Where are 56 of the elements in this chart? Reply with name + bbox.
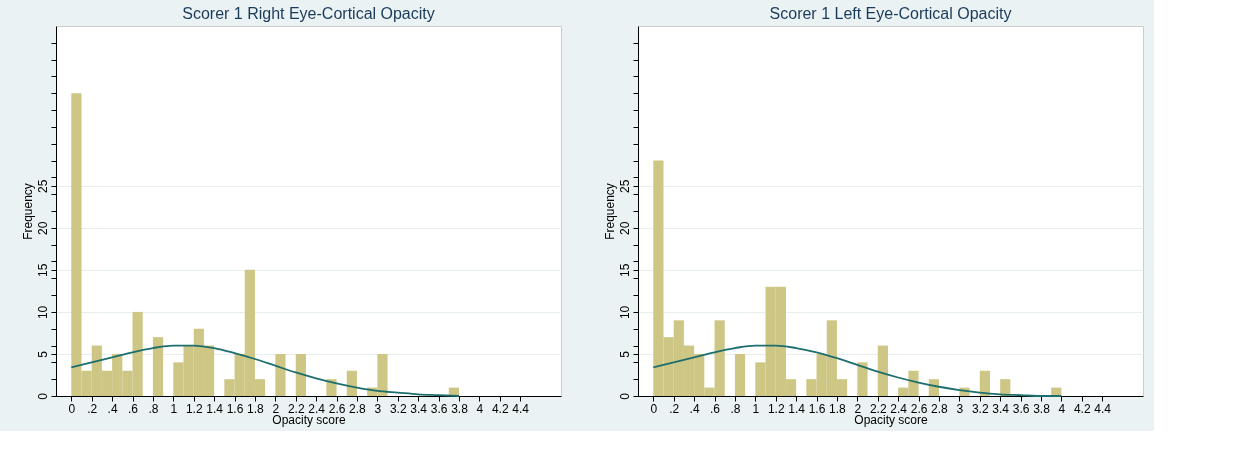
y-tick-label: 5 (617, 350, 632, 358)
y-tick-label: 10 (35, 305, 50, 320)
y-tick-label: 25 (617, 179, 632, 193)
x-tick-label: 3.4 (410, 401, 428, 416)
x-tick-label: 1.8 (829, 401, 847, 416)
x-tick-label: 4 (476, 401, 484, 416)
x-tick-label: 1.4 (206, 401, 224, 416)
x-tick-label: .8 (730, 401, 741, 416)
x-tick-label: 1.4 (788, 401, 806, 416)
x-tick-label: .4 (689, 401, 700, 416)
x-tick-label: 1 (752, 401, 760, 416)
line-series (652, 344, 1063, 397)
x-tick-label: 1.8 (247, 401, 265, 416)
x-tick-label: .6 (128, 401, 139, 416)
x-tick-label: 2.8 (931, 401, 949, 416)
x-tick-label: 1.2 (767, 401, 785, 416)
x-tick-label: .4 (107, 401, 118, 416)
x-tick-label: 3.6 (430, 401, 448, 416)
y-tick-label: 25 (35, 179, 50, 193)
x-tick-label: 3.2 (971, 401, 989, 416)
y-tick-label: 15 (35, 263, 50, 278)
x-tick-label: 2.8 (349, 401, 367, 416)
x-tick-label: 3.2 (389, 401, 407, 416)
x-tick-label: 3.4 (992, 401, 1010, 416)
x-tick-label: 3 (374, 401, 382, 416)
y-axis-title: Frequency (20, 183, 35, 240)
x-tick-label: 4.2 (1073, 401, 1091, 416)
x-tick-label: .8 (148, 401, 159, 416)
y-tick-label: 20 (35, 221, 50, 235)
x-tick-label: 0 (68, 401, 76, 416)
x-tick-label: .6 (710, 401, 721, 416)
y-tick-label: 0 (617, 392, 632, 400)
x-tick-label: 1.6 (808, 401, 826, 416)
x-tick-label: 4.4 (1094, 401, 1112, 416)
x-tick-label: 3 (956, 401, 964, 416)
y-tick-label: 0 (35, 392, 50, 400)
chart-title: Scorer 1 Right Eye-Cortical Opacity (182, 5, 435, 22)
x-tick-label: 3.6 (1012, 401, 1030, 416)
chart-title: Scorer 1 Left Eye-Cortical Opacity (769, 5, 1012, 22)
x-tick-label: 4.4 (512, 401, 530, 416)
x-tick-label: 1.6 (226, 401, 244, 416)
x-tick-label: .2 (87, 401, 98, 416)
x-tick-label: 0 (650, 401, 658, 416)
x-tick-label: 1.2 (185, 401, 203, 416)
x-tick-label: 4.2 (491, 401, 509, 416)
x-tick-label: 4 (1058, 401, 1066, 416)
x-tick-label: .2 (669, 401, 680, 416)
line-series (70, 344, 460, 397)
y-tick-label: 5 (35, 350, 50, 358)
y-tick-label: 15 (617, 263, 632, 278)
x-tick-label: 3.8 (451, 401, 469, 416)
x-tick-label: 3.8 (1033, 401, 1051, 416)
y-axis-title: Frequency (602, 183, 617, 240)
y-tick-label: 10 (617, 305, 632, 320)
y-tick-label: 20 (617, 221, 632, 235)
x-tick-label: 1 (170, 401, 178, 416)
